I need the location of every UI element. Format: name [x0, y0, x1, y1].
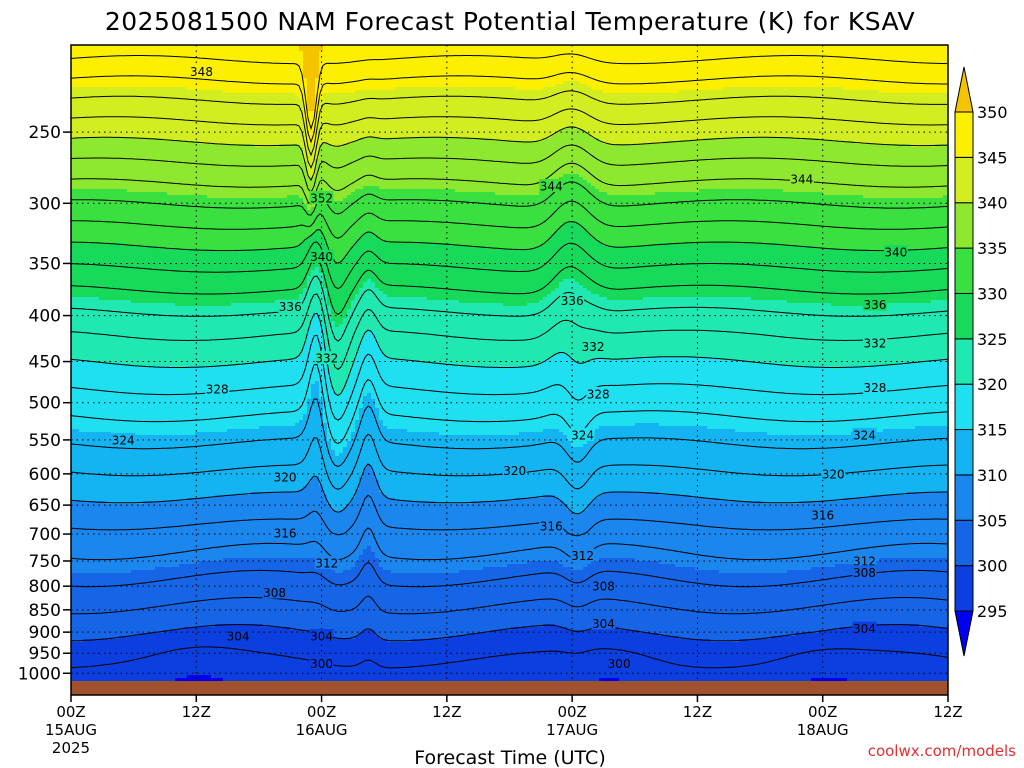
- contour-label: 344: [540, 179, 563, 193]
- colorbar-segment: [955, 430, 973, 475]
- x-tick-label: 00Z: [56, 703, 85, 721]
- contour-label: 336: [863, 298, 886, 312]
- y-tick-label: 500: [29, 394, 61, 414]
- colorbar-label: 335: [977, 239, 1008, 258]
- x-axis-label: Forecast Time (UTC): [414, 747, 605, 768]
- colorbar: 295 300 305 310 315 320 325 330 335 340 345 350: [955, 67, 1008, 656]
- colorbar-label: 350: [977, 103, 1008, 122]
- colorbar-label: 310: [977, 466, 1008, 485]
- contour-label: 328: [206, 383, 229, 397]
- contour-label: 320: [274, 471, 297, 485]
- contour-label: 320: [503, 464, 526, 478]
- colorbar-label: 300: [977, 557, 1008, 576]
- contour-label: 304: [592, 617, 615, 631]
- colorbar-segment: [955, 384, 973, 429]
- x-tick-year: 2025: [52, 739, 90, 757]
- y-tick-label: 250: [29, 123, 61, 143]
- contour-label: 324: [571, 428, 594, 442]
- x-tick-label: 12Z: [432, 703, 461, 721]
- y-tick-label: 300: [29, 194, 61, 214]
- y-tick-label: 650: [29, 496, 61, 516]
- contour-label: 324: [853, 428, 876, 442]
- contour-label: 300: [310, 657, 333, 671]
- contour-label: 340: [884, 246, 907, 260]
- colorbar-segment: [955, 203, 973, 248]
- y-tick-label: 550: [29, 431, 61, 451]
- contour-label: 308: [592, 580, 615, 594]
- colorbar-label: 315: [977, 421, 1008, 440]
- x-tick-label: 12Z: [182, 703, 211, 721]
- contour-label: 340: [310, 250, 333, 264]
- contour-label: 332: [863, 336, 886, 350]
- contour-label: 344: [790, 173, 813, 187]
- contour-label: 308: [853, 566, 876, 580]
- contour-label: 348: [190, 65, 213, 79]
- x-tick-label: 00Z: [808, 703, 837, 721]
- colorbar-label: 295: [977, 602, 1008, 621]
- colorbar-label: 330: [977, 284, 1008, 303]
- contour-label: 312: [315, 557, 338, 571]
- contour-label: 336: [561, 294, 584, 308]
- contour-label: 316: [811, 509, 834, 523]
- colorbar-label: 320: [977, 375, 1008, 394]
- contour-label: 324: [112, 433, 135, 447]
- ground-surface: [71, 681, 948, 695]
- x-tick-label: 12Z: [683, 703, 712, 721]
- contour-label: 316: [274, 526, 297, 540]
- contour-label: 320: [822, 467, 845, 481]
- x-tick-date: 17AUG: [546, 721, 598, 739]
- colorbar-segment: [955, 112, 973, 157]
- y-tick-label: 900: [29, 623, 61, 643]
- contour-label: 352: [310, 192, 333, 206]
- contour-label: 304: [227, 630, 250, 644]
- contour-label: 304: [310, 630, 333, 644]
- contour-label: 316: [540, 520, 563, 534]
- colorbar-label: 345: [977, 148, 1008, 167]
- contour-label: 300: [608, 657, 631, 671]
- y-tick-label: 700: [29, 525, 61, 545]
- contour-label: 328: [863, 381, 886, 395]
- colorbar-low-arrow: [955, 611, 973, 656]
- colorbar-segment: [955, 566, 973, 611]
- colorbar-label: 340: [977, 194, 1008, 213]
- y-tick-label: 950: [29, 644, 61, 664]
- x-tick-label: 00Z: [307, 703, 336, 721]
- colorbar-high-arrow: [955, 67, 973, 112]
- x-tick-label: 12Z: [933, 703, 962, 721]
- chart-svg: 2025081500 NAM Forecast Potential Temper…: [0, 0, 1024, 768]
- contour-label: 332: [315, 352, 338, 366]
- contour-label: 328: [587, 388, 610, 402]
- colorbar-label: 325: [977, 330, 1008, 349]
- colorbar-segment: [955, 339, 973, 384]
- contour-label: 336: [279, 300, 302, 314]
- x-tick-label: 00Z: [557, 703, 586, 721]
- colorbar-label: 305: [977, 511, 1008, 530]
- colorbar-segment: [955, 157, 973, 202]
- y-tick-label: 600: [29, 465, 61, 485]
- colorbar-segment: [955, 248, 973, 293]
- colorbar-segment: [955, 520, 973, 565]
- colorbar-segment: [955, 475, 973, 520]
- y-tick-label: 350: [29, 254, 61, 274]
- x-tick-date: 18AUG: [797, 721, 849, 739]
- y-tick-label: 400: [29, 307, 61, 327]
- x-tick-date: 16AUG: [296, 721, 348, 739]
- x-tick-date: 15AUG: [45, 721, 97, 739]
- y-tick-label: 850: [29, 601, 61, 621]
- y-tick-label: 450: [29, 353, 61, 373]
- y-tick-label: 750: [29, 552, 61, 572]
- y-tick-label: 1000: [18, 664, 61, 684]
- contour-label: 312: [571, 549, 594, 563]
- chart-title: 2025081500 NAM Forecast Potential Temper…: [105, 7, 915, 36]
- y-tick-label: 800: [29, 577, 61, 597]
- contour-label: 304: [853, 622, 876, 636]
- contour-label: 332: [582, 340, 605, 354]
- credit-text: coolwx.com/models: [868, 742, 1016, 760]
- contour-label: 308: [263, 586, 286, 600]
- colorbar-segment: [955, 293, 973, 338]
